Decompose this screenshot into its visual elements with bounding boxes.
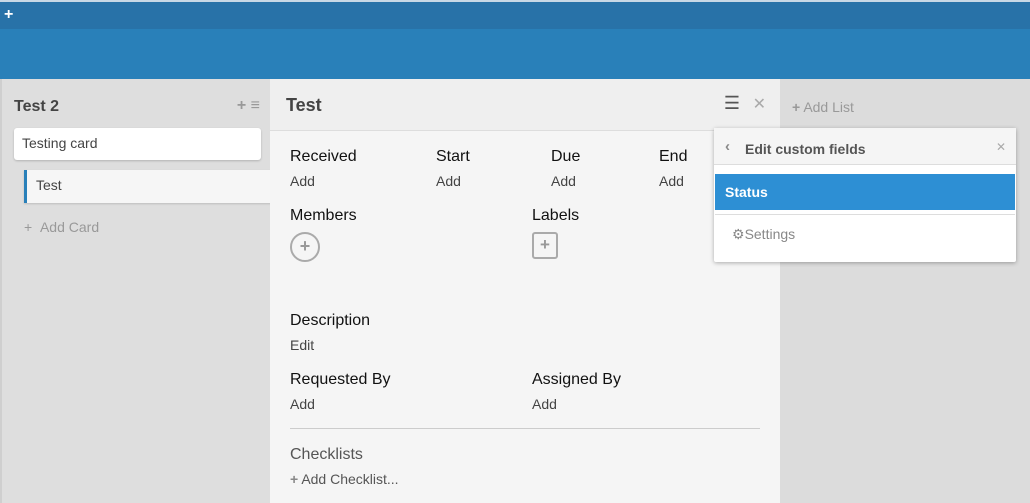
- add-list-label: Add List: [803, 99, 854, 115]
- description-edit[interactable]: Edit: [290, 337, 315, 353]
- add-card-button[interactable]: + Add Card: [24, 219, 99, 235]
- chevron-left-icon[interactable]: ‹: [725, 138, 730, 155]
- divider: [715, 214, 1015, 215]
- received-label: Received: [290, 148, 357, 165]
- popup-title: Edit custom fields: [745, 141, 866, 157]
- card-test-selected[interactable]: Test: [24, 170, 274, 203]
- edit-custom-fields-popup: ‹ Edit custom fields ✕ Status ⚙Settings: [714, 128, 1016, 262]
- add-card-plus-icon[interactable]: +: [236, 97, 247, 114]
- start-add[interactable]: Add: [436, 173, 461, 189]
- due-label: Due: [551, 148, 581, 165]
- card-details-panel: Test ☰ ✕ Received Add Start Add Due Add …: [270, 79, 780, 503]
- requested-by-label: Requested By: [290, 371, 391, 388]
- list-test-2: Test 2 + ≡ Testing card Test + Add Card: [0, 79, 274, 503]
- close-icon[interactable]: ✕: [995, 140, 1006, 154]
- received-add[interactable]: Add: [290, 173, 315, 189]
- list-menu-icon[interactable]: ≡: [250, 97, 260, 114]
- labels-label: Labels: [532, 207, 580, 224]
- end-label: End: [659, 148, 688, 165]
- start-label: Start: [436, 148, 470, 165]
- settings-label: Settings: [744, 226, 796, 242]
- description-label: Description: [290, 312, 371, 329]
- plus-icon: +: [290, 471, 299, 487]
- assigned-by-add[interactable]: Add: [532, 396, 557, 412]
- checklists-label: Checklists: [290, 446, 363, 463]
- add-card-label: Add Card: [39, 219, 100, 235]
- gear-icon: ⚙: [732, 226, 745, 242]
- assigned-by-label: Assigned By: [532, 371, 621, 388]
- members-label: Members: [290, 207, 357, 224]
- requested-by-add[interactable]: Add: [290, 396, 315, 412]
- plus-icon: +: [24, 219, 33, 235]
- due-add[interactable]: Add: [551, 173, 576, 189]
- plus-icon: +: [792, 99, 801, 115]
- custom-field-status[interactable]: Status: [715, 174, 1015, 210]
- card-title[interactable]: Test: [286, 95, 322, 115]
- settings-button[interactable]: ⚙Settings: [732, 226, 795, 243]
- list-title: Test 2: [14, 98, 60, 115]
- board-header: [0, 29, 1030, 79]
- end-add[interactable]: Add: [659, 173, 684, 189]
- close-icon[interactable]: ✕: [752, 96, 766, 113]
- card-testing-card[interactable]: Testing card: [14, 128, 261, 160]
- top-bar: +: [0, 0, 1030, 29]
- add-member-button[interactable]: +: [290, 232, 320, 262]
- plus-icon[interactable]: +: [4, 6, 14, 23]
- add-list-button[interactable]: + Add List: [792, 99, 854, 115]
- add-checklist-label: Add Checklist...: [301, 471, 399, 487]
- add-label-button[interactable]: +: [532, 232, 558, 259]
- add-checklist-button[interactable]: + Add Checklist...: [290, 471, 399, 487]
- hamburger-menu-icon[interactable]: ☰: [723, 93, 740, 113]
- divider: [290, 428, 760, 429]
